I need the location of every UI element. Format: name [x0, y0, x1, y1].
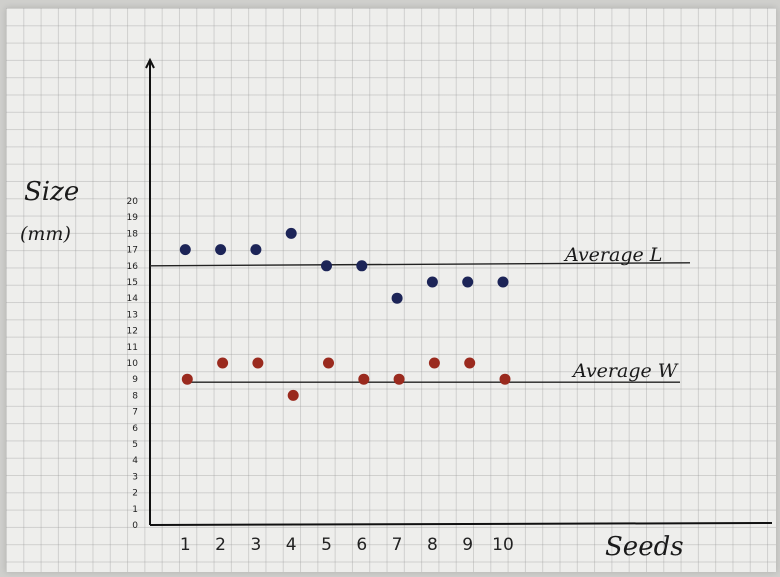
y-tick-label: 4 [132, 456, 138, 466]
width-point [358, 373, 370, 385]
y-tick-label: 1 [132, 505, 138, 515]
y-tick-label: 12 [127, 327, 138, 337]
length-point [426, 276, 438, 288]
x-tick-label: 2 [215, 535, 226, 555]
y-tick-label: 9 [132, 375, 138, 385]
y-tick-label: 14 [127, 294, 139, 304]
x-tick-label: 3 [250, 535, 261, 555]
x-tick-label: 5 [321, 535, 332, 555]
width-point [217, 357, 229, 369]
x-tick-label: 9 [462, 535, 473, 555]
y-tick-label: 11 [127, 343, 138, 353]
y-tick-label: 13 [127, 310, 138, 320]
x-tick-label: 1 [180, 535, 191, 555]
length-point [497, 276, 509, 288]
y-tick-label: 8 [132, 391, 138, 401]
y-tick-label: 0 [132, 521, 138, 531]
y-tick-label: 19 [127, 213, 139, 223]
y-tick-label: 20 [127, 197, 139, 207]
width-point [499, 373, 511, 385]
length-point [250, 244, 262, 256]
x-axis-line [149, 522, 773, 526]
reference-line-label: Average W [571, 360, 679, 382]
length-point [356, 260, 368, 272]
width-point [428, 357, 440, 369]
length-point [285, 227, 297, 239]
x-tick-label: 6 [356, 535, 367, 555]
length-point [391, 292, 403, 304]
graph-paper [6, 8, 776, 572]
y-tick-label: 18 [127, 229, 139, 239]
y-tick-label: 6 [132, 424, 138, 434]
x-tick-label: 8 [427, 535, 438, 555]
y-axis-unit: (mm) [20, 223, 71, 245]
length-point [321, 260, 332, 272]
y-tick-label: 3 [132, 472, 138, 482]
x-tick-label: 10 [492, 535, 514, 555]
x-tick-label: 7 [392, 535, 403, 555]
reference-line-label: Average L [563, 244, 662, 266]
reference-line [149, 262, 691, 267]
x-axis-label: Seeds [605, 532, 684, 562]
y-axis-label: Size [24, 177, 79, 207]
y-tick-label: 7 [132, 408, 138, 418]
width-point [464, 357, 476, 369]
width-point [393, 373, 405, 385]
length-point [462, 276, 474, 288]
y-tick-label: 10 [127, 359, 139, 369]
width-point [181, 373, 193, 385]
y-tick-label: 17 [127, 246, 138, 256]
width-point [252, 357, 264, 369]
y-tick-label: 5 [132, 440, 138, 450]
length-point [215, 244, 227, 256]
width-point [323, 357, 334, 369]
y-tick-label: 15 [127, 278, 138, 288]
width-point [287, 389, 299, 401]
y-axis-arrow [145, 57, 155, 69]
y-tick-label: 2 [132, 489, 138, 499]
x-tick-label: 4 [286, 535, 297, 555]
length-point [179, 244, 191, 256]
y-tick-label: 16 [127, 262, 139, 272]
